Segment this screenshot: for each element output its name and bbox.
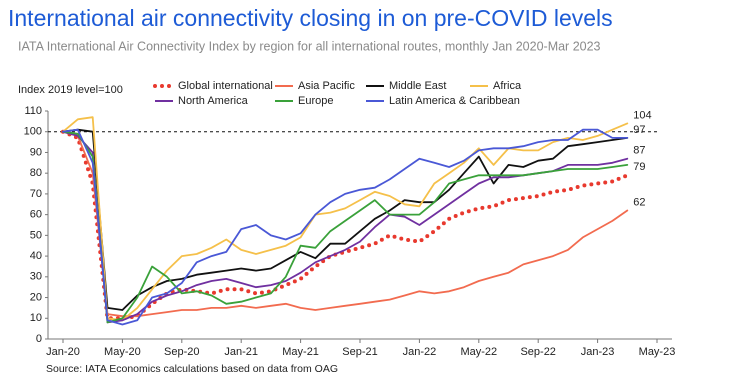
- x-tick-label: May-21: [282, 346, 319, 358]
- series-line: [62, 130, 629, 324]
- y-tick-label: 60: [30, 209, 42, 221]
- end-label: 62: [633, 196, 645, 208]
- end-label: 97: [633, 124, 645, 136]
- x-tick-label: May-22: [460, 346, 497, 358]
- legend-label[interactable]: Asia Pacific: [298, 80, 355, 92]
- x-tick-label: Jan-21: [224, 346, 258, 358]
- legend-label[interactable]: Latin America & Caribbean: [389, 95, 520, 107]
- series-line: [62, 116, 629, 322]
- legend-label[interactable]: Global international: [178, 80, 273, 92]
- source-note: Source: IATA Economics calculations base…: [46, 363, 338, 375]
- end-label: 79: [633, 161, 645, 173]
- y-tick-label: 40: [30, 250, 42, 262]
- y-tick-label: 50: [30, 229, 42, 241]
- x-tick-label: Sep-21: [342, 346, 377, 358]
- series-line: [62, 128, 629, 326]
- x-tick-label: Jan-23: [581, 346, 615, 358]
- x-tick-label: Sep-20: [164, 346, 199, 358]
- legend-label[interactable]: Middle East: [389, 80, 446, 92]
- x-tick-label: May-23: [639, 346, 676, 358]
- y-tick-label: 0: [36, 333, 42, 345]
- end-label: 87: [633, 145, 645, 157]
- y-tick-label: 70: [30, 188, 42, 200]
- end-label: 104: [633, 109, 651, 121]
- chart-subtitle: IATA International Air Connectivity Inde…: [18, 39, 601, 53]
- y-tick-label: 30: [30, 271, 42, 283]
- legend-label[interactable]: Africa: [493, 80, 522, 92]
- x-tick-label: Jan-22: [403, 346, 437, 358]
- legend-label[interactable]: North America: [178, 95, 249, 107]
- x-tick-label: Jan-20: [46, 346, 80, 358]
- y-tick-label: 100: [24, 126, 42, 138]
- y-tick-label: 20: [30, 291, 42, 303]
- series-line: [62, 130, 629, 318]
- chart-title: International air connectivity closing i…: [8, 5, 613, 31]
- y-tick-label: 110: [24, 105, 42, 117]
- legend-label[interactable]: Europe: [298, 95, 333, 107]
- series-line: [62, 128, 629, 311]
- y-tick-label: 80: [30, 167, 42, 179]
- y-axis-label: Index 2019 level=100: [18, 84, 123, 96]
- y-tick-label: 90: [30, 146, 42, 158]
- x-tick-label: May-20: [104, 346, 141, 358]
- y-tick-label: 10: [30, 312, 42, 324]
- x-tick-label: Sep-22: [520, 346, 555, 358]
